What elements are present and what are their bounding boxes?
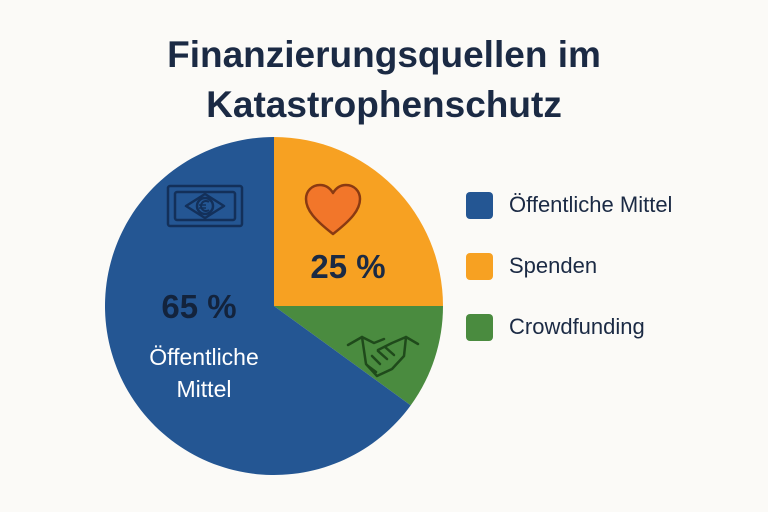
pie-slice-spenden [274,137,443,306]
chart-title-line-2: Katastrophenschutz [206,84,562,125]
pie-slice-oeffentliche-mittel [104,137,411,475]
legend-swatch [466,191,493,219]
legend-label: Spenden [509,253,598,278]
heart-icon [304,183,362,236]
legend-item-spenden: Spenden [466,251,672,281]
slice-value-label-oeffentliche-mittel: 65 % [161,288,236,325]
handshake-icon [346,335,420,378]
legend-item-crowdfunding: Crowdfunding [466,312,672,342]
legend-item-oeffentliche-mittel: Öffentliche Mittel [466,190,672,220]
pie-slice-crowdfunding [274,306,443,406]
legend-label: Crowdfunding [509,314,645,339]
chart-title-line-1: Finanzierungsquellen im [167,34,601,75]
chart-title: Finanzierungsquellen im Katastrophenschu… [0,30,768,130]
legend-label: Öffentliche Mittel [509,192,673,217]
slice-value-label-spenden: 25 % [310,248,385,285]
slice-label-oeffentliche-mittel-line-1: Öffentliche [149,344,259,370]
legend-swatch [466,252,493,280]
slice-label-oeffentliche-mittel-line-2: Mittel [177,376,232,402]
euro-banknote-icon [166,184,244,228]
legend-swatch [466,313,493,341]
chart-legend: Öffentliche Mittel Spenden Crowdfunding [466,190,672,373]
